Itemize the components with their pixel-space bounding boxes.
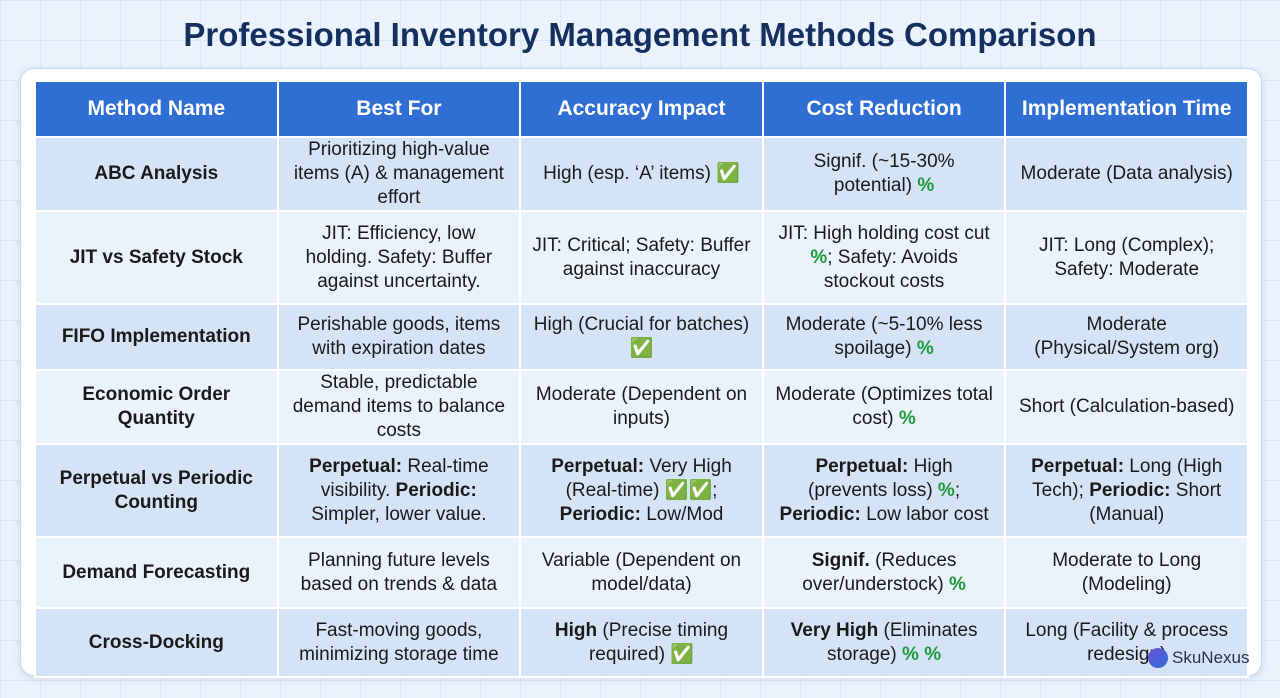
table-frame: Method Name Best For Accuracy Impact Cost R…: [20, 68, 1262, 678]
table-cell: Moderate (~5-10% less spoilage) %: [761, 303, 1007, 371]
table-cell: Planning future levels based on trends &…: [276, 536, 522, 609]
cell-text: (Reduces over/understock): [802, 549, 957, 595]
cell-text: Perpetual:: [1031, 455, 1125, 477]
column-header: Cost Reduction: [761, 80, 1007, 138]
table-cell: JIT: Long (Complex); Safety: Moderate: [1004, 210, 1249, 305]
table-cell: Short (Calculation-based): [1004, 369, 1249, 445]
table-body: ABC Analysis Prioritizing high-value item…: [34, 136, 1249, 678]
icon: % %: [902, 643, 942, 665]
table-cell: Perpetual: High (prevents loss) %; Perio…: [761, 443, 1007, 538]
cell-text: Simpler, lower value.: [311, 503, 487, 525]
icon: %: [898, 408, 916, 429]
cell-text: ;: [954, 479, 961, 501]
table-cell: Signif. (~15-30% potential) %: [761, 136, 1007, 212]
table-cell: High (esp. ‘A’ items) ✅: [519, 136, 764, 212]
table-cell: Cross-Docking: [34, 607, 279, 678]
cell-text: Long (High Tech);: [1032, 455, 1223, 501]
table-cell: Fast-moving goods, minimizing storage ti…: [276, 607, 522, 678]
table-cell: Prioritizing high-value items (A) & mana…: [276, 136, 522, 212]
icon: %: [917, 175, 935, 196]
table-cell: Variable (Dependent on model/data): [519, 536, 764, 609]
cell-text: Perpetual:: [815, 455, 909, 477]
table-cell: Demand Forecasting: [34, 536, 279, 609]
cell-text: High (esp. ‘A’ items): [543, 163, 717, 184]
table-row: Demand Forecasting Planning future levels…: [34, 536, 1249, 609]
column-header: Method Name: [34, 80, 279, 138]
table-cell: Stable, predictable demand items to bala…: [276, 369, 522, 445]
cell-text: High: [554, 619, 598, 641]
title: Professional Inventory Management Method…: [183, 16, 1097, 53]
table-cell: JIT: Efficiency, low holding. Safety: Bu…: [276, 210, 522, 305]
table-cell: Perpetual: Very High (Real-time) ✅✅; Per…: [519, 443, 764, 538]
table-cell: Perishable goods, items with expiration …: [276, 303, 522, 371]
icon: %: [949, 573, 966, 595]
icon: ✅✅: [664, 479, 713, 501]
brand: SkuNexus: [1148, 648, 1249, 668]
cell-text: Perpetual:: [551, 455, 645, 477]
table-cell: Perpetual vs Periodic Counting: [34, 443, 279, 538]
table-row: FIFO Implementation Perishable goods, ite…: [34, 303, 1249, 371]
table-row: Economic Order Quantity Stable, predictab…: [34, 369, 1249, 445]
table-cell: JIT vs Safety Stock: [34, 210, 279, 305]
cell-text: Perpetual:: [309, 455, 403, 477]
cell-text: High (prevents loss): [808, 455, 953, 501]
cell-text: Moderate (Optimizes total cost): [775, 384, 993, 429]
cell-text: High (Crucial for batches): [533, 314, 750, 335]
table-cell: JIT: Critical; Safety: Buffer against in…: [519, 210, 764, 305]
cell-text: Signif. (~15-30% potential): [813, 151, 955, 196]
comparison-table: Method Name Best For Accuracy Impact Cost R…: [34, 80, 1249, 678]
cell-text: Short (Manual): [1089, 479, 1222, 525]
column-header: Accuracy Impact: [519, 80, 764, 138]
table-cell: Moderate (Dependent on inputs): [519, 369, 764, 445]
table-cell: FIFO Implementation: [34, 303, 279, 371]
table-row: Perpetual vs Periodic Counting Perpetual:…: [34, 443, 1249, 538]
table-cell: Moderate (Data analysis): [1004, 136, 1249, 212]
cell-text: Periodic:: [779, 503, 861, 525]
cell-text: Very High: [790, 619, 879, 641]
icon: ✅: [716, 163, 740, 184]
cell-text: (Eliminates storage): [827, 619, 978, 665]
table-cell: Signif. (Reduces over/understock) %: [761, 536, 1007, 609]
table-row: Cross-Docking Fast-moving goods, minimizi…: [34, 607, 1249, 678]
icon: %: [937, 479, 955, 501]
column-header: Best For: [276, 80, 522, 138]
cell-text: ;: [712, 479, 718, 501]
brand-name: SkuNexus: [1172, 648, 1250, 667]
cell-text: Periodic:: [559, 503, 641, 525]
icon: ✅: [629, 338, 654, 359]
table-cell: Very High (Eliminates storage) % %: [761, 607, 1007, 678]
icon: %: [916, 338, 934, 359]
cell-text: (Precise timing required): [588, 619, 729, 665]
cell-text: Very High (Real-time): [565, 455, 732, 501]
table-cell: Long (Facility & process redesign): [1004, 607, 1249, 678]
table-cell: Economic Order Quantity: [34, 369, 279, 445]
cell-text: Signif.: [811, 549, 870, 571]
table-row: ABC Analysis Prioritizing high-value item…: [34, 136, 1249, 212]
cell-text: ; Safety: Avoids stockout costs: [823, 246, 958, 292]
cell-text: Low/Mod: [640, 503, 724, 525]
header-row: Method Name Best For Accuracy Impact Cost R…: [34, 80, 1249, 138]
cell-text: Moderate (~5-10% less spoilage): [785, 314, 983, 359]
cell-text: Real-time visibility.: [320, 455, 489, 501]
cell-text: Periodic:: [395, 479, 477, 501]
cell-text: Low labor cost: [860, 503, 989, 525]
cell-text: JIT: High holding cost cut: [778, 222, 990, 244]
brand-logo: [1148, 648, 1168, 668]
column-header: Implementation Time: [1004, 80, 1249, 138]
table-cell: ABC Analysis: [34, 136, 279, 212]
table-cell: Moderate to Long (Modeling): [1004, 536, 1249, 609]
table-cell: Moderate (Physical/System org): [1004, 303, 1249, 371]
table-row: JIT vs Safety Stock JIT: Efficiency, low …: [34, 210, 1249, 305]
table-cell: JIT: High holding cost cut %; Safety: Av…: [761, 210, 1007, 305]
icon: ✅: [670, 643, 694, 665]
table-cell: High (Crucial for batches) ✅: [519, 303, 764, 371]
table-cell: Perpetual: Long (High Tech); Periodic: S…: [1004, 443, 1249, 538]
table-cell: Moderate (Optimizes total cost) %: [761, 369, 1007, 445]
table-cell: Perpetual: Real-time visibility. Periodi…: [276, 443, 522, 538]
icon: %: [810, 246, 828, 268]
table-cell: High (Precise timing required) ✅: [519, 607, 764, 678]
cell-text: Periodic:: [1089, 479, 1171, 501]
